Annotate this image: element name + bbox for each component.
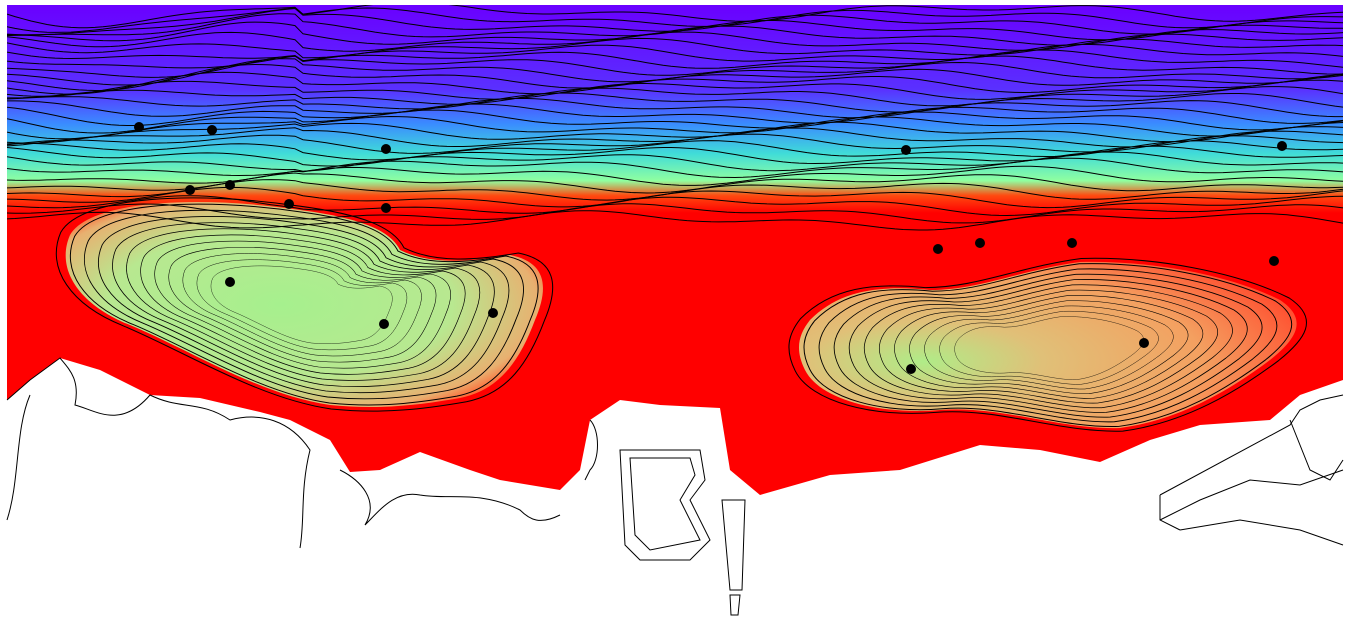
contour — [7, 127, 1343, 148]
contour — [7, 115, 1343, 140]
station — [134, 122, 144, 132]
station — [185, 185, 195, 195]
contour — [7, 31, 1343, 52]
sea-area — [7, 5, 1343, 495]
contour — [7, 109, 1343, 134]
stations — [134, 122, 1287, 374]
contour — [7, 133, 1343, 154]
contour — [7, 71, 1343, 95]
shoal-contour — [939, 311, 1159, 385]
shoal-contour — [55, 197, 554, 412]
contour — [7, 97, 1343, 119]
contour — [7, 7, 1343, 33]
shoal-contour — [863, 284, 1233, 409]
contour — [7, 140, 1343, 161]
shoal-contour — [833, 273, 1263, 418]
contour — [7, 210, 1343, 231]
station — [379, 319, 389, 329]
shoal-contour — [154, 240, 451, 369]
contour — [7, 79, 1343, 100]
station — [1067, 238, 1077, 248]
station — [207, 125, 217, 135]
station — [225, 277, 235, 287]
coastline — [6, 357, 1344, 616]
shoal-contour — [140, 234, 466, 375]
station — [975, 238, 985, 248]
station — [488, 308, 498, 318]
shoal-contour — [69, 203, 539, 406]
contour — [7, 92, 1343, 113]
contour — [7, 203, 1343, 224]
shoal-contour — [924, 305, 1174, 390]
station — [225, 180, 235, 190]
shoal-contour — [98, 216, 510, 394]
shoal-contour — [182, 253, 422, 357]
contour — [7, 21, 1343, 46]
contour — [7, 103, 1343, 126]
shoal-contour — [848, 279, 1248, 413]
contour — [7, 145, 1343, 167]
shoal-contour — [818, 268, 1278, 423]
contour — [7, 121, 1343, 144]
shoal-contour — [168, 247, 437, 363]
contour — [7, 43, 1343, 63]
contour — [7, 54, 1343, 78]
contour — [7, 63, 1343, 92]
shoal-contour — [788, 257, 1308, 432]
station — [906, 364, 916, 374]
west-shoal — [65, 202, 543, 408]
station — [1269, 256, 1279, 266]
station — [381, 203, 391, 213]
station — [1139, 338, 1149, 348]
station — [901, 145, 911, 155]
east-shoal — [798, 261, 1297, 429]
station — [1277, 141, 1287, 151]
shoal-contour — [84, 209, 524, 400]
contour-lines — [7, 5, 1343, 432]
shoal-contour — [210, 265, 393, 344]
shoal-contour — [878, 289, 1219, 404]
contour — [7, 157, 1343, 179]
shoal-contour — [126, 228, 481, 381]
contour — [7, 7, 1343, 36]
station — [933, 244, 943, 254]
contour — [7, 5, 1343, 29]
contour — [7, 37, 1343, 59]
shoal-contour — [954, 316, 1144, 380]
shoal-contour — [196, 259, 408, 351]
shoal-contour — [909, 300, 1189, 394]
contour — [7, 86, 1343, 107]
shoal-contour — [112, 222, 495, 388]
contour — [7, 151, 1343, 172]
shoal-contour — [803, 263, 1293, 427]
shoal-contour — [894, 295, 1204, 399]
station — [284, 199, 294, 209]
station — [381, 144, 391, 154]
